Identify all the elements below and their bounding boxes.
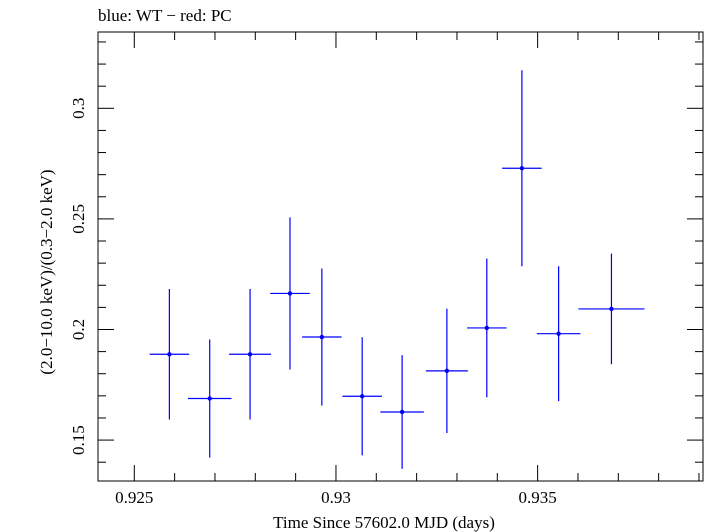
data-point bbox=[467, 258, 507, 398]
y-tick-label: 0.25 bbox=[69, 204, 88, 234]
data-points bbox=[149, 70, 645, 469]
plot-frame bbox=[97, 31, 704, 482]
y-axis-ticks bbox=[98, 41, 703, 463]
x-tick-label: 0.925 bbox=[115, 488, 153, 507]
data-point bbox=[502, 70, 542, 267]
x-axis-label: Time Since 57602.0 MJD (days) bbox=[273, 513, 495, 532]
y-tick-label: 0.3 bbox=[69, 98, 88, 119]
point-marker bbox=[207, 396, 212, 401]
point-marker bbox=[519, 166, 525, 171]
point-marker bbox=[484, 325, 490, 331]
point-marker bbox=[399, 409, 405, 415]
data-point bbox=[536, 266, 581, 402]
point-marker bbox=[287, 291, 293, 296]
data-point bbox=[380, 355, 424, 469]
point-marker bbox=[167, 352, 172, 357]
point-marker bbox=[247, 352, 253, 357]
data-point bbox=[229, 289, 272, 420]
point-marker bbox=[556, 331, 561, 336]
x-axis-tick-labels: 0.925 0.93 0.935 bbox=[115, 488, 557, 507]
data-point bbox=[342, 337, 382, 456]
data-point bbox=[302, 268, 342, 406]
y-axis-tick-labels: 0.15 0.2 0.25 0.3 bbox=[69, 98, 88, 455]
y-tick-label: 0.2 bbox=[69, 319, 88, 340]
x-axis-ticks bbox=[133, 32, 700, 481]
data-point bbox=[187, 339, 232, 458]
data-point bbox=[270, 217, 310, 370]
point-marker bbox=[444, 368, 450, 374]
y-tick-label: 0.15 bbox=[69, 425, 88, 455]
point-marker bbox=[319, 334, 325, 340]
data-point bbox=[149, 289, 190, 420]
y-axis-label: (2.0−10.0 keV)/(0.3−2.0 keV) bbox=[37, 169, 56, 374]
chart-title: blue: WT − red: PC bbox=[98, 6, 232, 25]
data-point bbox=[425, 308, 468, 434]
point-marker bbox=[609, 306, 614, 312]
data-point bbox=[578, 253, 645, 365]
x-tick-label: 0.935 bbox=[519, 488, 557, 507]
x-tick-label: 0.93 bbox=[321, 488, 351, 507]
point-marker bbox=[359, 394, 365, 399]
